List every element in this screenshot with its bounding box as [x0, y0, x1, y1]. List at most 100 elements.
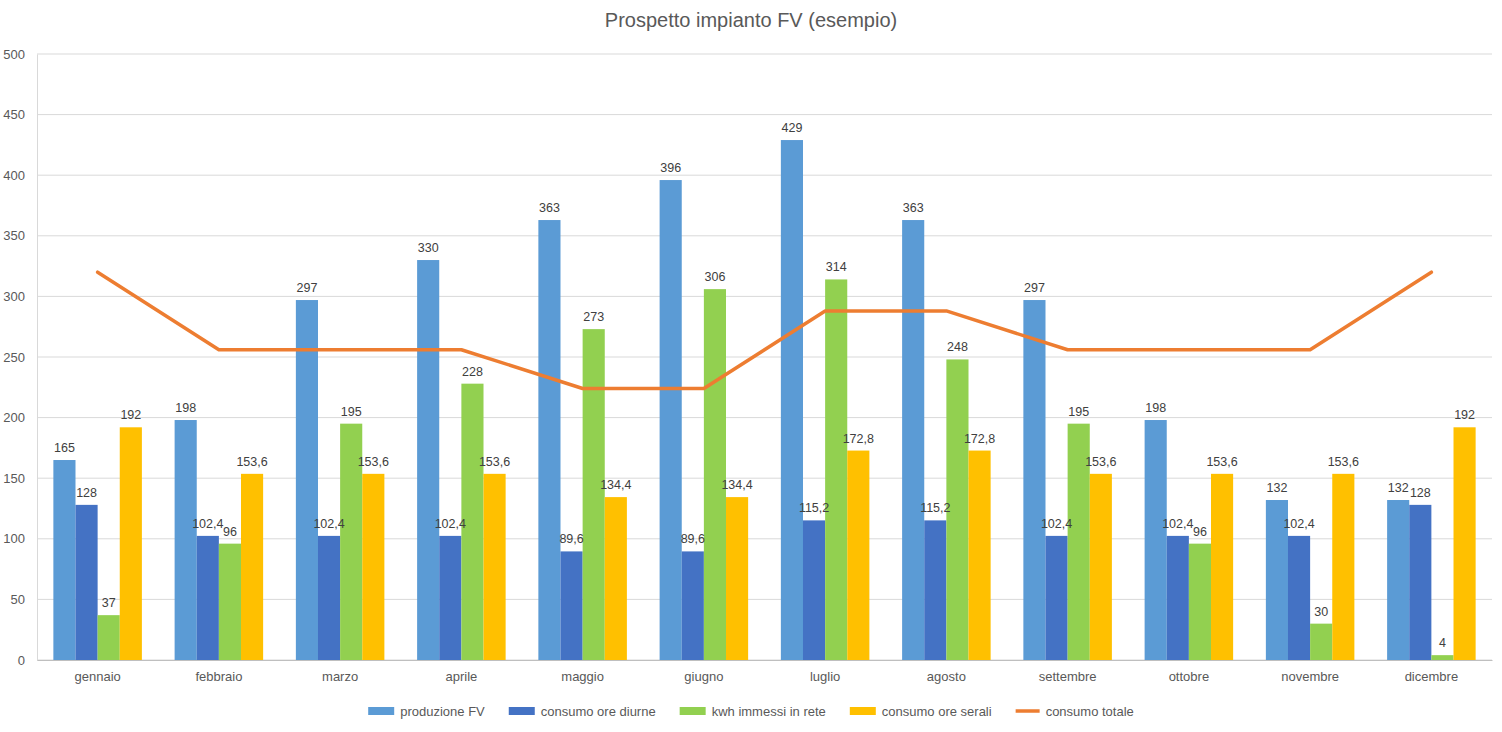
bar	[1431, 655, 1453, 660]
x-tick: aprile	[445, 660, 477, 684]
y-tick-label: 0	[18, 653, 25, 668]
data-label: 165	[54, 441, 75, 455]
data-label: 396	[660, 161, 681, 175]
bar	[924, 520, 946, 660]
data-label: 314	[826, 260, 847, 274]
plot: 0 50 100 150 200 250 300 350 400 450 500 gennaio feb…	[3, 47, 1492, 685]
bar	[704, 289, 726, 660]
legend-label: consumo totale	[1046, 704, 1134, 719]
y-tick: 250	[3, 350, 37, 365]
x-tick: agosto	[927, 660, 966, 684]
data-label: 306	[705, 270, 726, 284]
grid-line	[37, 54, 1492, 55]
bar	[1167, 536, 1189, 660]
bar	[1454, 427, 1476, 660]
bar	[53, 460, 75, 660]
legend-swatch	[1016, 709, 1040, 713]
data-label: 89,6	[559, 532, 583, 546]
grid-line	[37, 417, 1492, 418]
y-tick-label: 400	[3, 168, 25, 183]
bar-series	[120, 427, 1476, 660]
data-label: 115,2	[799, 501, 829, 515]
data-label: 132	[1267, 481, 1288, 495]
x-tick: giugno	[684, 660, 723, 684]
data-label: 102,4	[1162, 517, 1193, 531]
x-tick-label: agosto	[927, 669, 966, 684]
x-tick-label: dicembre	[1405, 669, 1458, 684]
data-label: 153,6	[358, 455, 389, 469]
x-tick-label: settembre	[1039, 669, 1097, 684]
data-label: 134,4	[600, 478, 631, 492]
line	[98, 272, 1432, 388]
data-label: 429	[782, 121, 803, 135]
x-tick-label: ottobre	[1169, 669, 1209, 684]
grid-line	[37, 296, 1492, 297]
x-tick: gennaio	[74, 660, 120, 684]
y-tick-label: 100	[3, 531, 25, 546]
x-axis: gennaiofebbraiomarzoaprilemaggiogiugnolu…	[38, 660, 1493, 684]
y-tick: 50	[11, 592, 37, 607]
data-label: 192	[120, 408, 141, 422]
y-tick: 100	[3, 531, 37, 546]
x-tick: dicembre	[1405, 660, 1458, 684]
bar	[417, 260, 439, 660]
bar	[1288, 536, 1310, 660]
y-axis-line	[37, 55, 38, 661]
x-tick-label: marzo	[322, 669, 358, 684]
legend-item: consumo ore diurne	[509, 704, 656, 719]
x-tick: febbraio	[195, 660, 242, 684]
y-tick: 0	[18, 653, 37, 668]
data-label: 102,4	[435, 517, 466, 531]
y-tick: 150	[3, 471, 37, 486]
bar	[296, 300, 318, 660]
y-tick-label: 500	[3, 47, 25, 62]
data-label: 195	[1068, 405, 1089, 419]
y-tick: 500	[3, 47, 37, 62]
bar	[560, 551, 582, 660]
bar	[1387, 500, 1409, 660]
y-tick: 300	[3, 289, 37, 304]
bar	[902, 220, 924, 660]
bar	[120, 427, 142, 660]
bar	[660, 180, 682, 660]
legend-label: consumo ore serali	[882, 704, 992, 719]
data-label: 96	[1193, 525, 1207, 539]
legend-swatch	[850, 707, 876, 715]
data-label: 273	[583, 310, 604, 324]
data-label: 37	[102, 596, 116, 610]
legend-swatch	[680, 707, 706, 715]
marks	[53, 140, 1475, 660]
bar	[484, 474, 506, 660]
data-label: 363	[539, 201, 560, 215]
data-label: 4	[1439, 636, 1446, 650]
legend-label: consumo ore diurne	[541, 704, 656, 719]
data-label: 132	[1388, 481, 1409, 495]
data-label: 172,8	[964, 432, 995, 446]
legend-item: consumo ore serali	[850, 704, 992, 719]
data-label: 128	[76, 486, 97, 500]
bar	[1189, 544, 1211, 660]
data-label: 134,4	[721, 478, 752, 492]
bar	[1023, 300, 1045, 660]
bar	[605, 497, 627, 660]
x-tick: maggio	[561, 660, 604, 684]
y-tick-label: 150	[3, 471, 25, 486]
bar	[1211, 474, 1233, 660]
bar	[98, 615, 120, 660]
y-tick: 350	[3, 228, 37, 243]
data-label: 195	[341, 405, 362, 419]
data-label: 115,2	[920, 501, 950, 515]
bar	[1332, 474, 1354, 660]
bar	[75, 505, 97, 660]
bar	[197, 536, 219, 660]
bar-series	[53, 140, 1409, 660]
y-tick-label: 300	[3, 289, 25, 304]
x-tick-label: giugno	[684, 669, 723, 684]
bar	[1045, 536, 1067, 660]
bar	[682, 551, 704, 660]
x-tick: ottobre	[1169, 660, 1209, 684]
y-tick: 450	[3, 107, 37, 122]
x-tick-label: aprile	[445, 669, 477, 684]
y-tick-label: 200	[3, 410, 25, 425]
bar	[219, 544, 241, 660]
